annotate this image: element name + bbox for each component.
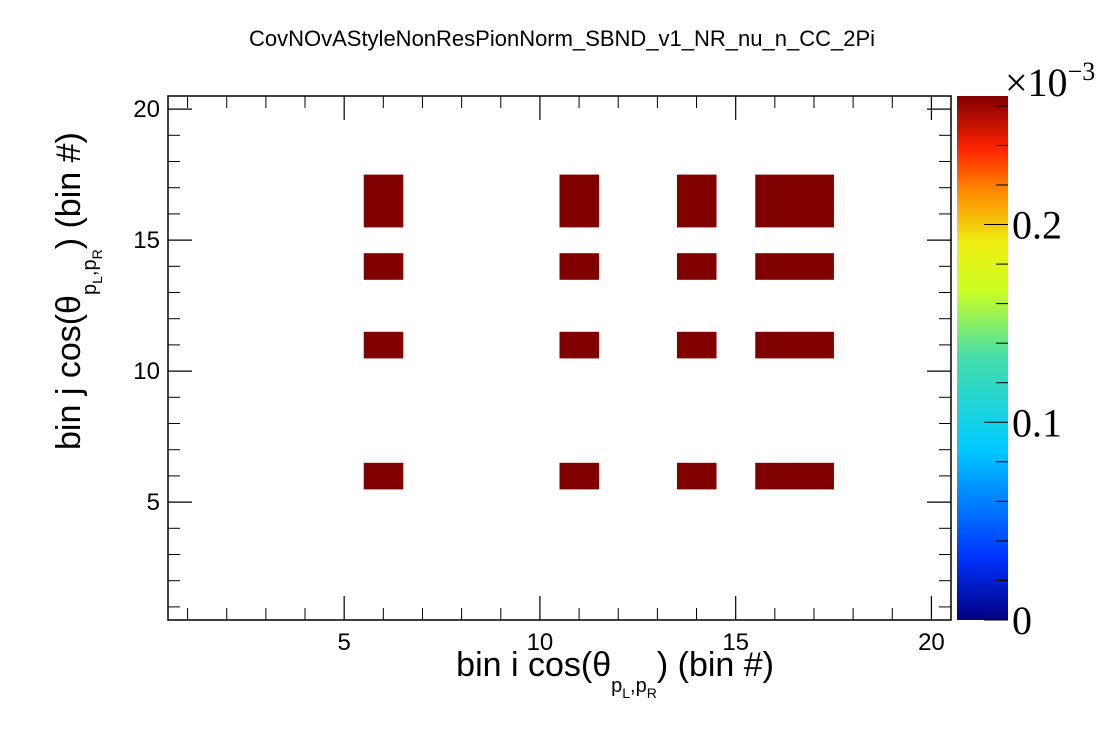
heatmap-cell (559, 174, 600, 202)
heatmap-cell (363, 174, 404, 202)
heatmap-cell (559, 200, 600, 228)
heatmap-cell (755, 200, 795, 228)
heatmap-cell (794, 174, 834, 202)
heatmap-cell (363, 200, 404, 228)
color-scale-multiplier: ×10−3 (1005, 57, 1095, 105)
heatmap-cell (794, 462, 834, 490)
x-tick-label: 10 (527, 629, 554, 656)
x-minor-ticks (187, 96, 893, 620)
x-major-ticks: 5 10 15 20 (337, 96, 945, 656)
x-tick-label: 5 (337, 629, 350, 656)
heatmap-cell (559, 253, 600, 280)
chart-title: CovNOvAStyleNonResPionNorm_SBND_v1_NR_nu… (249, 26, 875, 51)
heatmap-cell (676, 174, 717, 202)
y-tick-label: 5 (147, 489, 160, 516)
y-major-ticks: 5 10 15 20 (133, 96, 951, 516)
y-axis-label: bin j cos(θpL,pR) (bin #) (50, 132, 105, 450)
heatmap-cell (755, 174, 795, 202)
heatmap-cell (676, 200, 717, 228)
z-tick-label: 0.2 (1012, 203, 1062, 248)
heatmap-cell (676, 253, 717, 280)
plot-frame (167, 95, 952, 621)
x-tick-label: 15 (722, 629, 749, 656)
heatmap-cell (794, 331, 834, 359)
x-axis-label: bin i cos(θpL,pR) (bin #) (456, 646, 774, 701)
y-tick-label: 10 (133, 358, 160, 385)
color-scale-ticks: 0 0.1 0.2 (984, 105, 1062, 643)
heatmap-cell (363, 331, 404, 359)
heatmap-cell (676, 462, 717, 490)
heatmap-cell (755, 331, 795, 359)
heatmap-cell (363, 462, 404, 490)
heatmap-cell (755, 462, 795, 490)
heatmap-cells (363, 174, 834, 490)
y-tick-label: 20 (133, 96, 160, 123)
x-tick-label: 20 (918, 629, 945, 656)
heatmap-cell (794, 253, 834, 280)
heatmap-cell (676, 331, 717, 359)
heatmap-cell (755, 253, 795, 280)
heatmap-cell (794, 200, 834, 228)
heatmap-cell (559, 462, 600, 490)
color-scale-bar (957, 96, 1008, 620)
y-minor-ticks (168, 134, 951, 608)
heatmap-cell (363, 253, 404, 280)
y-tick-label: 15 (133, 227, 160, 254)
heatmap-cell (559, 331, 600, 359)
z-tick-label: 0 (1012, 598, 1032, 643)
z-tick-label: 0.1 (1012, 400, 1062, 445)
